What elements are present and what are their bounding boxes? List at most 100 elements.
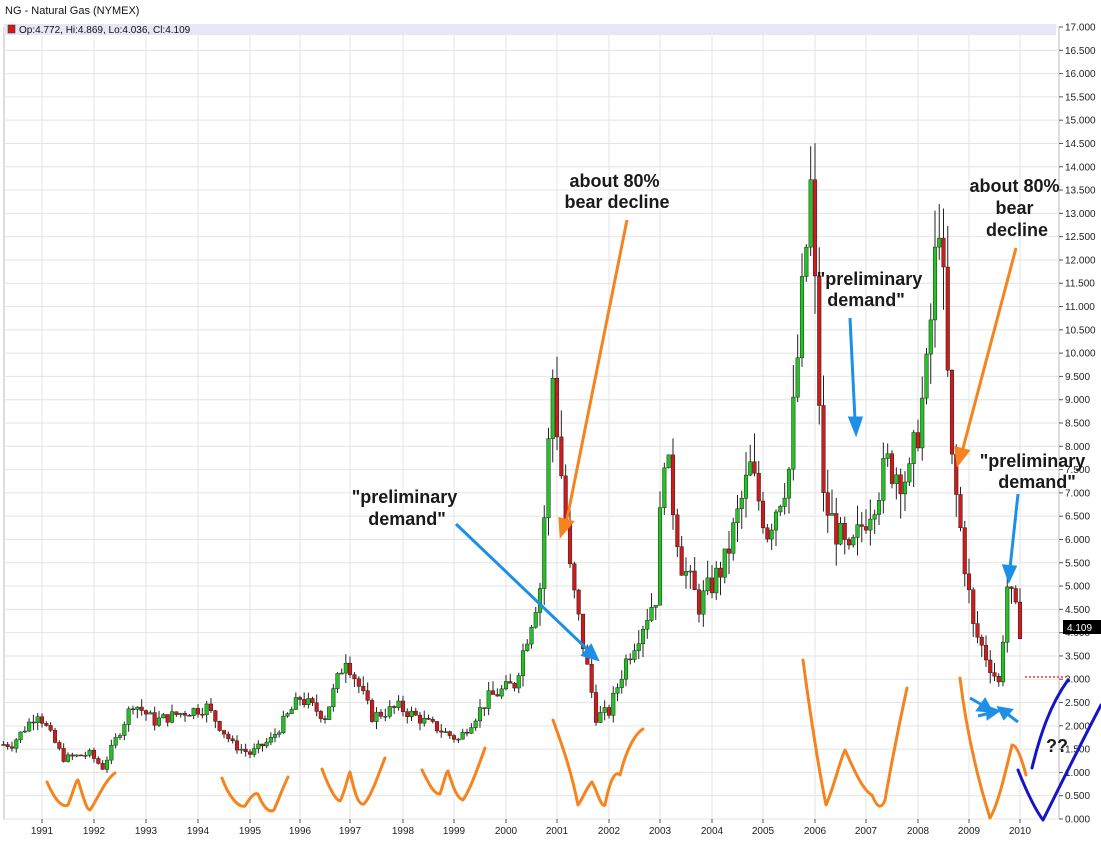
- bear-decline-arrow-1: [564, 219, 629, 525]
- candle-body: [135, 706, 140, 710]
- prelim-arrowhead-2: [847, 416, 864, 438]
- candle-body: [945, 266, 950, 371]
- candle-body: [855, 524, 860, 538]
- candle-body: [239, 748, 244, 751]
- candle-body: [35, 716, 40, 724]
- candle-body: [234, 740, 240, 751]
- candle-body: [14, 739, 19, 749]
- candle-body: [924, 353, 929, 399]
- candle-body: [966, 573, 972, 591]
- candle-body: [126, 708, 131, 725]
- candle-body: [714, 567, 719, 594]
- y-tick-label: 15.500: [1065, 92, 1096, 103]
- x-tick-label: 1996: [289, 826, 312, 837]
- candle-body: [812, 179, 818, 277]
- candle-body: [113, 737, 118, 746]
- candle-body: [281, 715, 286, 733]
- question-marks: ??: [1046, 736, 1068, 756]
- candle-body: [318, 711, 323, 719]
- candle-body: [572, 563, 577, 591]
- y-tick-label: 4.500: [1065, 605, 1090, 616]
- last-price-label: 4.109: [1067, 623, 1092, 634]
- x-tick-label: 2005: [752, 826, 775, 837]
- candle-body: [666, 454, 671, 469]
- candle-body: [611, 692, 616, 716]
- x-tick-label: 2002: [598, 826, 621, 837]
- y-tick-label: 8.500: [1065, 419, 1090, 430]
- y-tick-label: 6.000: [1065, 535, 1090, 546]
- candle-body: [374, 711, 379, 722]
- candle-body: [392, 706, 397, 708]
- candle-body: [537, 588, 543, 613]
- candle-body: [426, 717, 431, 720]
- candle-body: [722, 548, 727, 578]
- y-tick-label: 11.500: [1065, 279, 1095, 290]
- candle-body: [735, 508, 740, 523]
- bear-decline-arrowhead-1: [558, 517, 575, 539]
- candle-body: [100, 763, 105, 770]
- x-tick-label: 1997: [339, 826, 362, 837]
- y-axis: 0.0000.5001.0001.5002.0002.5003.0003.500…: [1059, 23, 1096, 826]
- annotation-preliminary-demand-3: "preliminary demand": [980, 451, 1091, 492]
- candle-body: [447, 731, 452, 736]
- x-tick-label: 1995: [239, 826, 262, 837]
- candle-body: [851, 537, 856, 546]
- candle-body: [1000, 641, 1006, 683]
- blue-arrows: [454, 317, 1020, 724]
- w-drawing-1997: [320, 756, 387, 806]
- candle-body: [567, 523, 573, 565]
- candle-body: [182, 713, 188, 716]
- candle-body: [550, 378, 555, 439]
- x-tick-label: 1993: [135, 826, 158, 837]
- candle-body: [314, 702, 319, 712]
- candle-body: [808, 179, 813, 248]
- x-tick-label: 2001: [546, 826, 569, 837]
- y-tick-label: 5.500: [1065, 558, 1090, 569]
- candle-body: [709, 577, 715, 594]
- y-tick-label: 11.000: [1065, 302, 1095, 313]
- x-axis: 1991 1992 1993 1994 1995 1996 1997 1998 1999 2000…: [31, 819, 1032, 837]
- candle-body: [443, 731, 448, 733]
- candle-body: [27, 721, 32, 732]
- candle-body: [52, 730, 58, 743]
- candle-body: [347, 662, 353, 675]
- y-tick-label: 16.000: [1065, 69, 1096, 80]
- candle-body: [277, 732, 282, 735]
- candle-body: [148, 712, 153, 715]
- y-tick-label: 9.000: [1065, 395, 1090, 406]
- candle-body: [920, 397, 925, 449]
- candle-body: [508, 681, 513, 684]
- blue-projection-drawing: [1016, 678, 1101, 822]
- candle-body: [983, 644, 989, 661]
- candle-body: [907, 463, 912, 483]
- y-tick-label: 16.500: [1065, 46, 1096, 57]
- candle-body: [289, 709, 294, 714]
- candle-body: [482, 707, 487, 709]
- y-tick-label: 1.000: [1065, 768, 1090, 779]
- candle-body: [838, 522, 843, 545]
- candle-body: [512, 683, 517, 689]
- candle-body: [464, 731, 470, 734]
- candle-body: [817, 275, 822, 406]
- candle-body: [615, 687, 620, 694]
- candle-body: [846, 539, 852, 546]
- candle-body: [83, 754, 88, 757]
- candle-body: [958, 494, 963, 528]
- candle-body: [782, 497, 787, 507]
- candle-body: [731, 522, 736, 554]
- candle-body: [739, 498, 744, 510]
- candle-body: [243, 748, 248, 753]
- y-tick-label: 12.500: [1065, 232, 1096, 243]
- candle-body: [387, 706, 392, 717]
- candle-body: [495, 694, 500, 697]
- prelim-arrowhead-3: [1001, 564, 1018, 584]
- candle-body: [156, 717, 162, 726]
- y-tick-label: 5.000: [1065, 582, 1090, 593]
- annotation-preliminary-demand-1: "preliminary demand": [352, 487, 463, 529]
- ohlc-readout: Op:4.772, Hi:4.869, Lo:4.036, Cl:4.109: [19, 25, 191, 36]
- candle-body: [670, 454, 676, 516]
- candle-body: [400, 700, 406, 712]
- candle-body: [988, 659, 993, 673]
- candle-body: [417, 714, 423, 724]
- prelim-arrow-3: [1008, 493, 1020, 569]
